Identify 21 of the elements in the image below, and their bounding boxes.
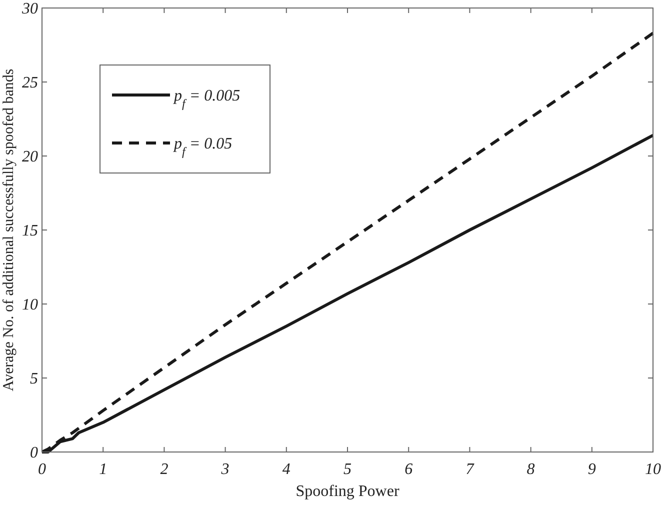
x-axis-title: Spoofing Power <box>296 483 400 500</box>
y-tick-label: 5 <box>30 370 38 388</box>
x-tick-label: 7 <box>466 461 475 478</box>
legend-label: p$_{f}$ = 0.05 <box>173 136 232 159</box>
y-axis-title: Average No. of additional successfully spoofed bands <box>1 68 17 392</box>
x-tick-label: 2 <box>160 461 168 478</box>
x-tick-label: 1 <box>99 461 108 478</box>
y-tick-label: 0 <box>30 444 38 462</box>
y-tick-label: 20 <box>22 148 38 166</box>
x-tick-label: 5 <box>344 461 352 478</box>
legend-label: p$_{f}$ = 0.005 <box>173 88 240 111</box>
x-tick-label: 10 <box>645 461 661 478</box>
y-tick-label: 30 <box>21 0 38 18</box>
y-tick-label: 15 <box>22 222 38 240</box>
x-tick-label: 6 <box>404 461 413 478</box>
x-tick-label: 9 <box>588 461 596 478</box>
y-tick-label: 25 <box>22 74 38 92</box>
x-tick-label: 4 <box>282 461 290 478</box>
y-tick-label: 10 <box>22 296 38 314</box>
x-tick-label: 3 <box>220 461 230 478</box>
x-tick-label: 8 <box>526 461 535 478</box>
